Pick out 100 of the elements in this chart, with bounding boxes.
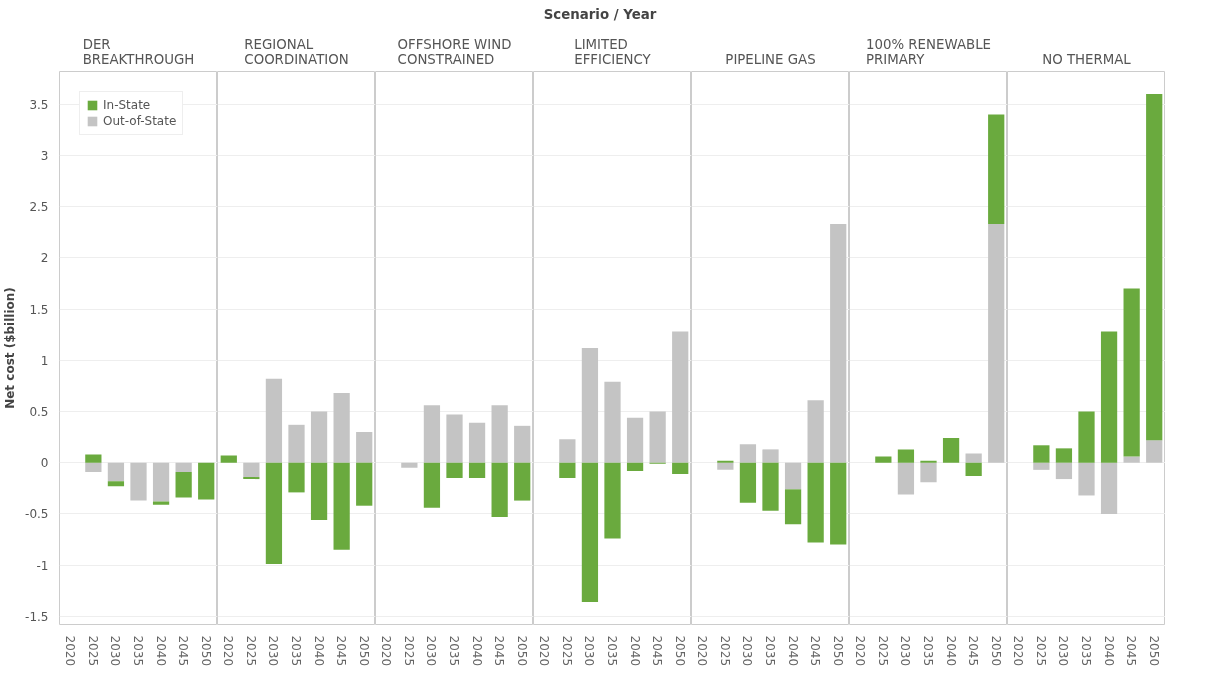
bar <box>423 462 441 508</box>
bar <box>897 449 915 463</box>
bar <box>581 462 599 602</box>
y-tick-label: -1.5 <box>25 609 49 624</box>
x-tick-label: 2045 <box>176 635 191 667</box>
bar <box>649 411 666 463</box>
bar <box>491 405 508 463</box>
x-tick-label: 2050 <box>830 635 845 667</box>
x-tick-label: 2025 <box>1033 635 1048 667</box>
x-tick-label: 2040 <box>627 635 642 667</box>
x-tick-label: 2040 <box>1101 635 1116 667</box>
x-tick-label: 2045 <box>334 635 349 667</box>
bar <box>130 462 147 501</box>
bar <box>491 462 508 517</box>
bar <box>581 348 599 463</box>
bar <box>1078 462 1095 496</box>
bar <box>717 460 734 463</box>
x-tick-label: 2030 <box>740 635 755 667</box>
y-tick-label: 3 <box>40 149 49 164</box>
x-tick-label: 2045 <box>650 635 665 667</box>
chart-title: LIMITED EFFICIENCY <box>574 36 652 67</box>
bar <box>1033 462 1050 470</box>
bar <box>514 425 531 463</box>
x-tick-label: 2050 <box>988 635 1003 667</box>
bar <box>965 462 982 477</box>
bar <box>288 424 305 463</box>
x-tick-label: 2045 <box>492 635 507 667</box>
chart-title: PIPELINE GAS <box>725 51 816 67</box>
x-tick-label: 2030 <box>108 635 123 667</box>
chart-title: OFFSHORE WIND CONSTRAINED <box>397 36 512 67</box>
bar <box>423 405 441 463</box>
bar <box>784 489 802 525</box>
bar <box>762 449 779 463</box>
bar <box>988 224 1005 463</box>
bar <box>559 462 576 479</box>
bar <box>626 417 644 463</box>
bar <box>265 462 283 565</box>
y-tick-label: 1.5 <box>29 302 49 317</box>
bar <box>85 454 102 463</box>
y-tick-label: -0.5 <box>25 507 49 522</box>
x-tick-label: 2025 <box>559 635 574 667</box>
x-tick-label: 2050 <box>1146 635 1161 667</box>
chart-title: DER BREAKTHROUGH <box>82 36 195 67</box>
x-tick-label: 2030 <box>898 635 913 667</box>
x-tick-label: 2035 <box>605 635 619 667</box>
bar <box>220 455 237 463</box>
x-tick-label: 2030 <box>266 635 281 667</box>
bar <box>152 462 170 502</box>
bar <box>85 462 102 472</box>
bar <box>107 481 125 487</box>
y-tick-label: 0.5 <box>29 405 49 420</box>
bar <box>468 422 486 463</box>
legend-label: Out-of-State <box>103 114 177 129</box>
chart-title: 100% RENEWABLE PRIMARY <box>866 36 991 67</box>
x-tick-label: 2050 <box>514 635 529 667</box>
bar <box>762 462 779 511</box>
bar <box>152 501 170 505</box>
bar <box>1033 445 1050 463</box>
x-tick-label: 2035 <box>131 635 145 667</box>
bar <box>672 462 689 474</box>
chart-title: REGIONAL COORDINATION <box>244 36 349 67</box>
bar <box>1078 411 1095 463</box>
bar <box>1100 331 1118 463</box>
x-tick-label: 2040 <box>785 635 800 667</box>
bar <box>333 462 350 550</box>
bar <box>604 381 621 463</box>
bar <box>739 462 757 503</box>
bar <box>1100 462 1118 514</box>
x-tick-label: 2030 <box>424 635 439 667</box>
x-tick-label: 2020 <box>221 635 236 667</box>
legend-label: In-State <box>103 98 151 113</box>
x-tick-label: 2025 <box>875 635 890 667</box>
bar <box>288 462 305 493</box>
bar <box>356 462 373 506</box>
bar <box>1146 440 1163 463</box>
bar <box>107 462 125 482</box>
bar <box>243 477 260 480</box>
y-tick-label: 3.5 <box>29 97 49 112</box>
bar <box>672 331 689 463</box>
bar <box>897 462 915 495</box>
x-tick-label: 2025 <box>85 635 100 667</box>
x-tick-label: 2050 <box>356 635 371 667</box>
x-tick-label: 2020 <box>537 635 552 667</box>
x-tick-label: 2030 <box>1056 635 1071 667</box>
x-tick-label: 2040 <box>943 635 958 667</box>
x-tick-label: 2035 <box>1079 635 1093 667</box>
bar <box>942 438 960 463</box>
bar <box>175 471 192 498</box>
bar <box>1123 456 1140 463</box>
bar <box>807 462 824 543</box>
x-tick-label: 2045 <box>966 635 981 667</box>
y-axis-title: Net cost ($billion) <box>3 287 18 409</box>
x-tick-label: 2050 <box>198 635 213 667</box>
bar <box>604 462 621 539</box>
x-tick-label: 2025 <box>401 635 416 667</box>
bar <box>198 462 215 500</box>
x-tick-label: 2045 <box>1124 635 1139 667</box>
bar <box>965 453 982 463</box>
bar <box>875 456 892 463</box>
bar <box>243 462 260 478</box>
